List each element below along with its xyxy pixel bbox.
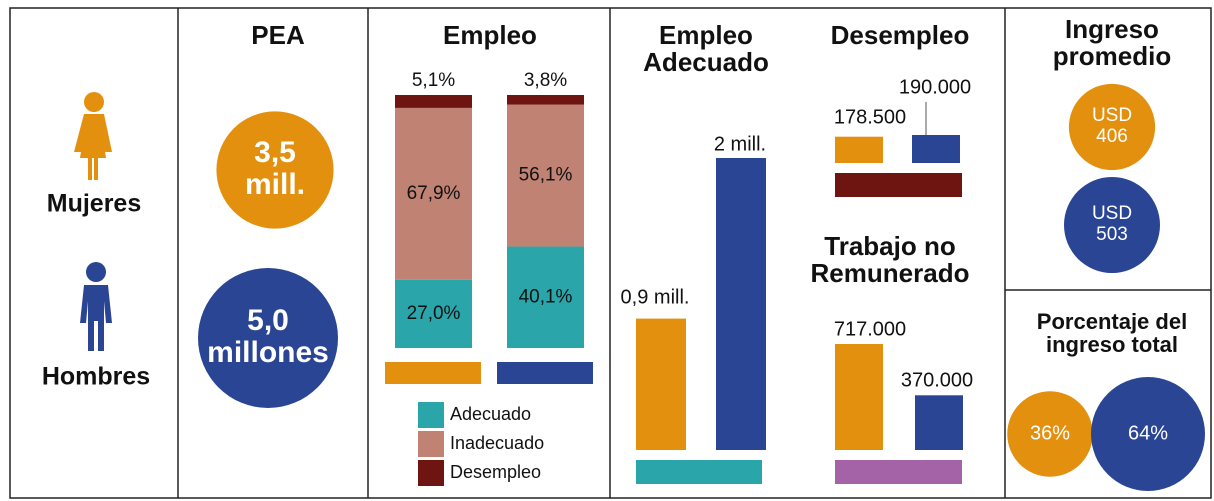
value-label: 717.000 (834, 318, 906, 340)
chart-title: Desempleo (830, 20, 970, 50)
value-label: 370.000 (901, 369, 973, 391)
value-label: 27,0% (407, 303, 461, 324)
bar-segment (507, 246, 584, 348)
chart-title: Porcentaje del ingreso total (1036, 309, 1188, 358)
value-label: 0,9 mill. (621, 286, 690, 308)
value-label: 5,0 millones (207, 304, 329, 369)
bar-segment (507, 104, 584, 247)
bubble (216, 111, 334, 229)
value-label: 67,9% (407, 183, 461, 204)
chart-title: Trabajo no Remunerado (810, 231, 970, 289)
base-strip (835, 460, 962, 484)
legend-swatch (418, 402, 444, 428)
value-label: 190.000 (899, 76, 971, 98)
women-label: Mujeres (47, 190, 141, 218)
men-label: Hombres (42, 363, 150, 391)
man-icon (80, 262, 112, 351)
legend-label: Desempleo (450, 462, 541, 482)
unit-label: USD (1092, 105, 1132, 126)
chart-title: Ingreso promedio (1052, 14, 1172, 72)
unit-label: USD (1092, 203, 1132, 224)
bubble (1091, 377, 1205, 491)
value-label: 40,1% (519, 286, 573, 307)
value-label: 406 (1096, 126, 1128, 147)
legend-swatch (418, 431, 444, 457)
bar-segment (395, 279, 472, 348)
bar (636, 318, 686, 450)
value-label: 56,1% (519, 165, 573, 186)
value-label: 2 mill. (714, 133, 766, 155)
base-strip (636, 460, 762, 484)
base-strip (835, 173, 962, 197)
legend-label: Inadecuado (450, 433, 544, 453)
bar (835, 344, 883, 450)
category-strip (385, 362, 481, 384)
value-label: 5,1% (412, 70, 455, 91)
bubble (198, 268, 338, 408)
woman-icon (74, 92, 112, 180)
value-label: 64% (1128, 422, 1168, 444)
bubble (1068, 83, 1156, 171)
chart-title: Empleo (443, 20, 537, 50)
bar (912, 135, 960, 163)
bubble (1007, 391, 1093, 477)
value-label: 178.500 (834, 106, 906, 128)
bar (716, 158, 766, 450)
chart-title: Empleo Adecuado (643, 20, 769, 78)
value-label: 3,8% (524, 70, 567, 91)
legend-label: Adecuado (450, 404, 531, 424)
bar-segment (507, 95, 584, 105)
bar (835, 136, 883, 163)
value-label: 3,5 mill. (245, 136, 305, 201)
value-label: 503 (1096, 224, 1128, 245)
bar-segment (395, 95, 472, 108)
category-strip (497, 362, 593, 384)
bar-segment (395, 107, 472, 280)
value-label: 36% (1030, 422, 1070, 444)
chart-title: PEA (251, 20, 305, 50)
legend-swatch (418, 460, 444, 486)
bubble (1064, 177, 1160, 273)
bar (915, 395, 963, 450)
